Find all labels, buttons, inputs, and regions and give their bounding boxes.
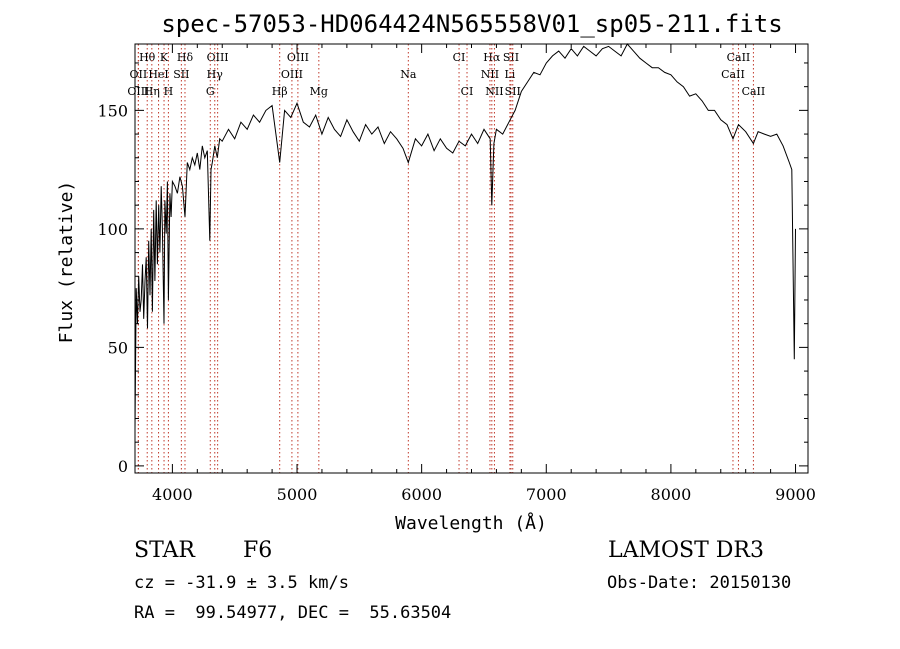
line-label-17: CI [453,51,466,64]
line-label-16: Na [400,68,417,81]
y-tick-label-0: 0 [118,457,128,476]
object-class: STAR [134,538,195,563]
redshift-readout: cz = -31.9 ± 3.5 km/s [134,573,349,593]
obs-date: Obs-Date: 20150130 [607,573,792,593]
line-label-18: CI [461,85,474,98]
y-axis-label: Flux (relative) [56,181,77,344]
coordinates: RA = 99.54977, DEC = 55.63504 [134,603,452,623]
x-axis: 4000 5000 6000 7000 8000 9000 [152,44,816,504]
spectrum-layer [134,43,796,431]
x-tick-label-5000: 5000 [277,485,318,504]
y-axis: 0 50 100 150 [97,62,808,476]
line-label-20: NII [481,68,499,81]
object-subclass: F6 [243,538,273,563]
x-axis-label: Wavelength (Å) [395,512,547,534]
line-label-11: G [206,85,215,98]
x-tick-label-8000: 8000 [651,485,692,504]
line-label-25: CaII [727,51,751,64]
line-label-13: OIII [281,68,303,81]
spectrum-line-0 [134,43,796,431]
line-label-8: Hδ [177,51,194,64]
line-label-2: OIII [127,85,149,98]
line-label-26: CaII [721,68,745,81]
line-label-22: SII [503,51,519,64]
line-label-19: Hα [483,51,501,64]
line-label-23: Li [504,68,515,81]
line-label-4: HeI [148,68,168,81]
y-tick-label-100: 100 [97,220,128,239]
x-tick-label-4000: 4000 [152,485,193,504]
line-label-10: Hγ [207,68,224,81]
line-label-0: Hθ [139,51,156,64]
line-label-14: Hβ [272,85,288,98]
line-label-7: H [164,85,174,98]
line-label-27: CaII [742,85,766,98]
y-tick-label-50: 50 [108,338,128,357]
line-label-5: Hη [144,85,160,98]
line-label-21: NII [485,85,503,98]
chart-title: spec-57053-HD064424N565558V01_sp05-211.f… [161,10,782,38]
line-label-9: OIII [207,51,229,64]
survey-name: LAMOST DR3 [608,538,764,563]
line-label-3: K [160,51,169,64]
line-label-1: OII [130,68,148,81]
line-label-15: Mg [310,85,328,98]
y-tick-label-150: 150 [97,101,128,120]
line-label-6: SII [173,68,189,81]
line-label-12: OIII [287,51,309,64]
x-tick-label-6000: 6000 [401,485,442,504]
line-label-24: SII [505,85,521,98]
x-tick-label-9000: 9000 [775,485,816,504]
spectral-line-markers: Hθ OII OIII K HeI Hη SII H Hδ OIII Hγ G OIII OIII Hβ Mg… [127,44,765,473]
x-tick-label-7000: 7000 [526,485,567,504]
